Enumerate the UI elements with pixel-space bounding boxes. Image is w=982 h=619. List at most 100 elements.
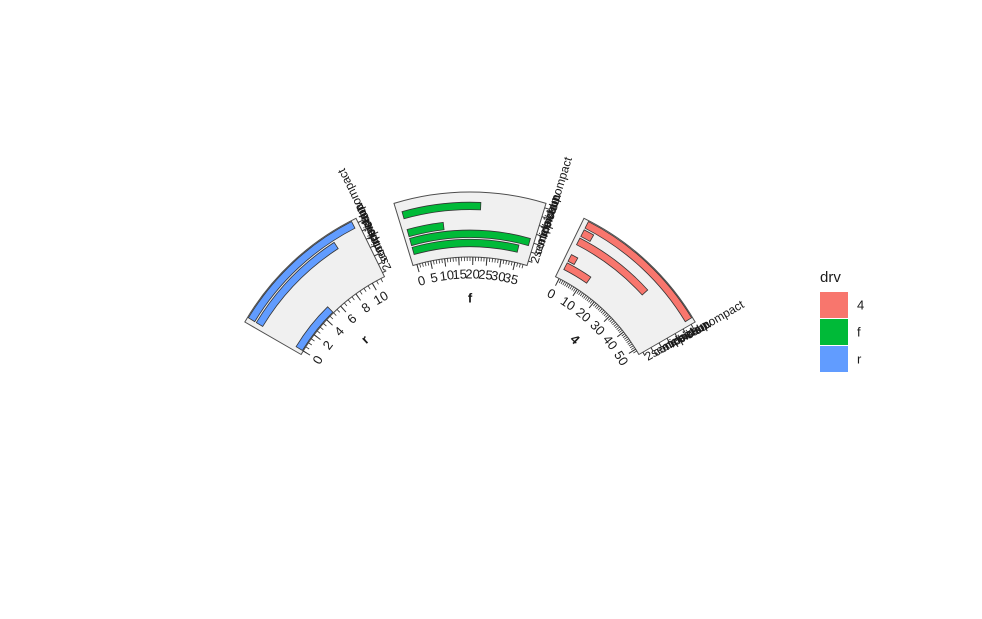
minor-tick <box>584 296 588 300</box>
category-tick <box>658 342 662 348</box>
minor-tick <box>435 259 438 264</box>
legend-label-4: 4 <box>857 297 864 312</box>
minor-tick <box>633 350 638 354</box>
value-tick-label: 20 <box>573 304 594 325</box>
minor-tick <box>610 320 615 324</box>
bar-4-pickup <box>575 237 649 296</box>
minor-tick <box>319 326 324 330</box>
legend-label-r: r <box>857 351 862 366</box>
minor-tick <box>569 285 573 290</box>
category-tick <box>674 333 678 339</box>
minor-tick <box>497 258 499 264</box>
category-tick <box>650 347 654 352</box>
category-tick <box>382 270 387 274</box>
minor-tick <box>576 290 580 294</box>
minor-tick <box>333 312 337 316</box>
minor-tick <box>623 336 628 340</box>
minor-tick <box>556 278 560 283</box>
minor-tick <box>502 259 505 264</box>
minor-tick <box>326 319 330 323</box>
minor-tick <box>599 308 603 312</box>
minor-tick <box>305 346 310 350</box>
minor-tick <box>621 333 626 337</box>
minor-tick <box>355 293 359 298</box>
minor-tick <box>499 259 502 264</box>
bar-f-subcompact <box>401 201 482 220</box>
minor-tick <box>579 292 583 297</box>
minor-tick <box>571 286 575 291</box>
minor-tick <box>612 321 616 326</box>
minor-tick <box>380 278 384 283</box>
minor-tick <box>336 309 341 313</box>
minor-tick <box>566 283 569 288</box>
minor-tick <box>494 258 496 263</box>
minor-tick <box>513 262 516 267</box>
category-tick <box>539 225 545 228</box>
minor-tick <box>347 299 351 304</box>
minor-tick <box>583 294 587 299</box>
strip-label: 4 <box>567 331 583 347</box>
minor-tick <box>608 317 612 321</box>
minor-tick <box>313 334 318 338</box>
minor-tick <box>510 261 513 266</box>
bar-4-compact <box>563 262 592 284</box>
minor-tick <box>421 262 424 267</box>
minor-tick <box>616 326 620 330</box>
minor-tick <box>596 305 600 310</box>
minor-tick <box>419 263 422 268</box>
minor-tick <box>627 341 632 345</box>
value-tick-label: 15 <box>452 266 467 282</box>
minor-tick <box>613 323 618 327</box>
minor-tick <box>416 264 419 269</box>
minor-tick <box>302 350 307 354</box>
category-tick <box>533 242 539 246</box>
minor-tick <box>438 259 441 264</box>
minor-tick <box>329 315 334 320</box>
value-tick-label: 25 <box>478 267 494 283</box>
value-tick-label: 10 <box>371 288 391 308</box>
value-tick-label: 5 <box>429 270 439 286</box>
minor-tick <box>340 305 344 310</box>
value-tick-label: 35 <box>502 270 520 288</box>
minor-tick <box>558 279 562 284</box>
category-tick <box>544 207 550 210</box>
value-tick-label: 10 <box>558 293 578 313</box>
category-tick <box>530 251 536 255</box>
bar-r-2seater <box>295 306 334 352</box>
minor-tick <box>508 260 510 266</box>
category-tick <box>361 228 367 232</box>
minor-tick <box>593 302 597 307</box>
category-tick <box>666 338 670 343</box>
category-tick <box>378 261 383 265</box>
minor-tick <box>574 288 578 293</box>
category-tick <box>642 351 646 357</box>
minor-tick <box>586 297 590 302</box>
bar-4-subcompact <box>580 229 595 242</box>
minor-tick <box>600 309 605 314</box>
legend-key-r <box>820 346 848 372</box>
legend-key-4 <box>820 292 848 318</box>
minor-tick <box>591 301 595 306</box>
category-tick <box>370 245 375 248</box>
category-tick <box>536 233 542 237</box>
minor-tick <box>424 262 427 267</box>
value-tick-label: 0 <box>416 272 427 288</box>
minor-tick <box>427 261 430 266</box>
value-tick-label: 4 <box>331 324 347 339</box>
minor-tick <box>363 288 367 292</box>
minor-tick <box>594 304 598 308</box>
category-tick <box>528 260 533 263</box>
minor-tick <box>630 347 635 350</box>
minor-tick <box>629 345 634 349</box>
minor-tick <box>614 325 619 329</box>
category-tick <box>541 216 548 219</box>
value-tick-label: 40 <box>600 332 621 353</box>
minor-tick <box>625 338 629 342</box>
minor-tick <box>562 281 566 286</box>
minor-tick <box>581 293 585 298</box>
value-tick-label: 2 <box>320 338 336 353</box>
value-tick-label: 10 <box>439 267 455 284</box>
category-tick <box>690 324 695 330</box>
minor-tick <box>316 330 321 334</box>
bar-4-midsize <box>567 254 579 266</box>
